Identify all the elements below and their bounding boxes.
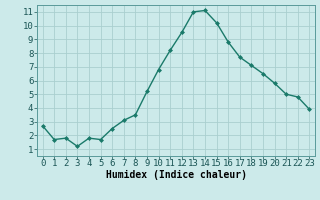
X-axis label: Humidex (Indice chaleur): Humidex (Indice chaleur) (106, 170, 246, 180)
